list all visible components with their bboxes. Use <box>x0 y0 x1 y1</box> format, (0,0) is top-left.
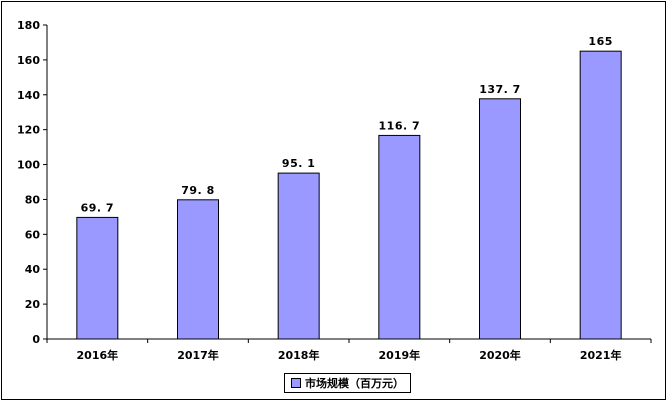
y-tick-label: 0 <box>32 333 40 346</box>
y-tick-label: 80 <box>25 193 41 206</box>
y-tick-label: 60 <box>25 228 41 241</box>
y-tick-label: 20 <box>25 298 41 311</box>
bar <box>277 172 320 340</box>
x-tick-label: 2019年 <box>379 348 421 362</box>
data-label: 69. 7 <box>81 201 114 214</box>
x-tick-label: 2018年 <box>278 348 320 362</box>
x-tick-label: 2020年 <box>479 348 521 362</box>
data-label: 95. 1 <box>282 157 315 170</box>
bar <box>177 199 219 340</box>
data-label: 165 <box>588 35 612 48</box>
y-tick-label: 160 <box>17 54 40 67</box>
data-label: 79. 8 <box>181 184 214 197</box>
x-tick-label: 2021年 <box>580 348 622 362</box>
legend: 市场规模（百万元） <box>284 373 411 393</box>
y-tick-label: 180 <box>17 19 40 32</box>
data-label: 116. 7 <box>379 119 421 132</box>
bar <box>479 98 521 340</box>
y-tick-label: 40 <box>25 263 41 276</box>
bar <box>579 50 622 340</box>
y-tick-label: 100 <box>17 159 40 172</box>
legend-swatch <box>291 378 301 388</box>
bar <box>76 216 119 340</box>
bar <box>378 134 421 340</box>
data-label: 137. 7 <box>479 83 521 96</box>
legend-label: 市场规模（百万元） <box>305 377 404 390</box>
y-tick-label: 140 <box>17 89 40 102</box>
x-tick-label: 2016年 <box>77 348 119 362</box>
y-tick-label: 120 <box>17 124 40 137</box>
x-tick-label: 2017年 <box>177 348 219 362</box>
